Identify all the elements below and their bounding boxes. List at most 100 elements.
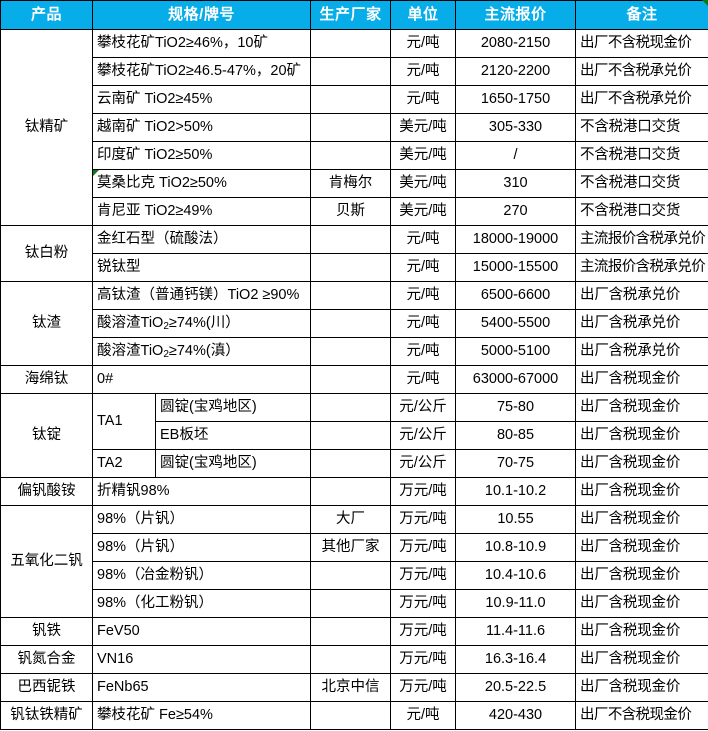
cell-product-group: 钛白粉 [0,225,93,282]
header-row: 产品 规格/牌号 生产厂家 单位 主流报价 备注 [0,0,708,30]
cell-remark: 出厂含税现金价 [575,505,708,534]
cell-price: 18000-19000 [455,225,577,254]
cell-grade: TA2 [92,449,156,478]
table-row: 海绵钛 0# 元/吨 63000-67000 出厂含税现金价 [0,365,708,394]
cell-unit: 元/吨 [390,281,457,310]
cell-remark: 出厂含税现金价 [575,589,708,618]
cell-unit: 元/公斤 [390,449,457,478]
cell-price: 10.4-10.6 [455,561,577,590]
cell-price: 20.5-22.5 [455,673,577,702]
cell-manufacturer [310,337,392,366]
cell-unit: 元/吨 [390,225,457,254]
cell-remark: 不含税港口交货 [575,141,708,170]
cell-unit: 元/吨 [390,337,457,366]
cell-product-group: 钛精矿 [0,29,93,226]
cell-product-group: 海绵钛 [0,365,93,394]
header-cell-product: 产品 [0,0,93,30]
cell-spec: 酸溶渣TiO2≥74%(滇） [92,337,312,366]
cell-manufacturer [310,309,392,338]
cell-remark: 出厂不含税现金价 [575,29,708,58]
cell-spec: 云南矿 TiO2≥45% [92,85,312,114]
cell-spec: 攀枝花矿TiO2≥46%，10矿 [92,29,312,58]
cell-remark: 出厂不含税现金价 [575,701,708,730]
cell-manufacturer [310,393,392,422]
cell-remark: 不含税港口交货 [575,169,708,198]
cell-manufacturer [310,225,392,254]
cell-spec: 高钛渣（普通钙镁）TiO2 ≥90% [92,281,312,310]
cell-price: 11.4-11.6 [455,617,577,646]
cell-price: 80-85 [455,421,577,450]
cell-spec: 锐钛型 [92,253,312,282]
table-row: 偏钒酸铵 折精钒98% 万元/吨 10.1-10.2 出厂含税现金价 [0,477,708,506]
cell-manufacturer [310,617,392,646]
cell-price: 270 [455,197,577,226]
cell-unit: 美元/吨 [390,169,457,198]
cell-remark: 出厂不含税承兑价 [575,57,708,86]
cell-spec: FeV50 [92,617,312,646]
cell-spec: 98%（冶金粉钒） [92,561,312,590]
cell-spec: 莫桑比克 TiO2≥50% [92,169,312,198]
cell-remark: 出厂含税现金价 [575,477,708,506]
cell-unit: 万元/吨 [390,533,457,562]
header-cell-unit: 单位 [390,0,457,30]
cell-remark: 出厂含税现金价 [575,561,708,590]
header-cell-manufacturer: 生产厂家 [310,0,392,30]
cell-product-group: 钒铁 [0,617,93,646]
cell-remark: 出厂含税现金价 [575,673,708,702]
cell-spec: 攀枝花矿 Fe≥54% [92,701,312,730]
cell-unit: 元/吨 [390,309,457,338]
cell-price: 75-80 [455,393,577,422]
cell-unit: 万元/吨 [390,589,457,618]
cell-spec: 印度矿 TiO2≥50% [92,141,312,170]
cell-manufacturer [310,477,392,506]
table-header: 产品 规格/牌号 生产厂家 单位 主流报价 备注 [0,0,708,30]
table-row: 98%（片钒） 其他厂家 万元/吨 10.8-10.9 出厂含税现金价 [1,533,708,562]
cell-remark: 出厂含税现金价 [575,393,708,422]
cell-manufacturer [310,645,392,674]
cell-remark: 主流报价含税承兑价 [575,225,708,254]
cell-spec: 越南矿 TiO2>50% [92,113,312,142]
cell-price: 305-330 [455,113,577,142]
cell-remark: 出厂含税现金价 [575,645,708,674]
cell-product-group: 钒钛铁精矿 [0,701,93,730]
table-row: 酸溶渣TiO2≥74%(川） 元/吨 5400-5500 出厂含税承兑价 [1,309,708,338]
cell-price: 5000-5100 [455,337,577,366]
cell-manufacturer: 大厂 [310,505,392,534]
cell-price: 70-75 [455,449,577,478]
table-row: 钛精矿 攀枝花矿TiO2≥46%，10矿元/吨 2080-2150 出厂不含税现金价 [0,29,708,226]
cell-price: 6500-6600 [455,281,577,310]
cell-unit: 元/吨 [390,57,457,86]
cell-spec: VN16 [92,645,312,674]
cell-price: 1650-1750 [455,85,577,114]
cell-spec: 折精钒98% [92,477,312,506]
cell-price: 2080-2150 [455,29,577,58]
cell-spec: 圆锭(宝鸡地区) [155,449,312,478]
cell-remark: 出厂含税现金价 [575,533,708,562]
cell-unit: 万元/吨 [390,561,457,590]
cell-unit: 万元/吨 [390,505,457,534]
cell-manufacturer: 北京中信 [310,673,392,702]
cell-price: 2120-2200 [455,57,577,86]
table-row: EB板坯 元/公斤 80-85 出厂含税现金价 [1,421,708,450]
cell-price: 10.55 [455,505,577,534]
cell-unit: 元/吨 [390,701,457,730]
cell-unit: 万元/吨 [390,477,457,506]
cell-remark: 出厂含税承兑价 [575,337,708,366]
cell-manufacturer [310,85,392,114]
cell-unit: 元/公斤 [390,421,457,450]
table-row: 98%（化工粉钒） 万元/吨 10.9-11.0 出厂含税现金价 [1,589,708,618]
table-row: 攀枝花矿TiO2≥46.5-47%，20矿 元/吨 2120-2200 出厂不含税承兑… [1,57,708,86]
cell-product-group: 五氧化二钒 [0,505,93,618]
table-row: 锐钛型 元/吨 15000-15500 主流报价含税承兑价 [1,253,708,282]
table-row: TA2 圆锭(宝鸡地区) 元/公斤 70-75 出厂含税现金价 [1,449,708,478]
cell-price: 10.9-11.0 [455,589,577,618]
cell-product-group: 巴西铌铁 [0,673,93,702]
cell-grade: TA1 [92,393,156,450]
cell-remark: 出厂含税承兑价 [575,309,708,338]
cell-spec: 0# [92,365,312,394]
cell-product-group: 钛渣 [0,281,93,366]
table-row: 钛锭 TA1 圆锭(宝鸡地区) 元/公斤 75-80 出厂含税现金价 [0,393,708,478]
cell-manufacturer [310,141,392,170]
cell-manufacturer: 其他厂家 [310,533,392,562]
